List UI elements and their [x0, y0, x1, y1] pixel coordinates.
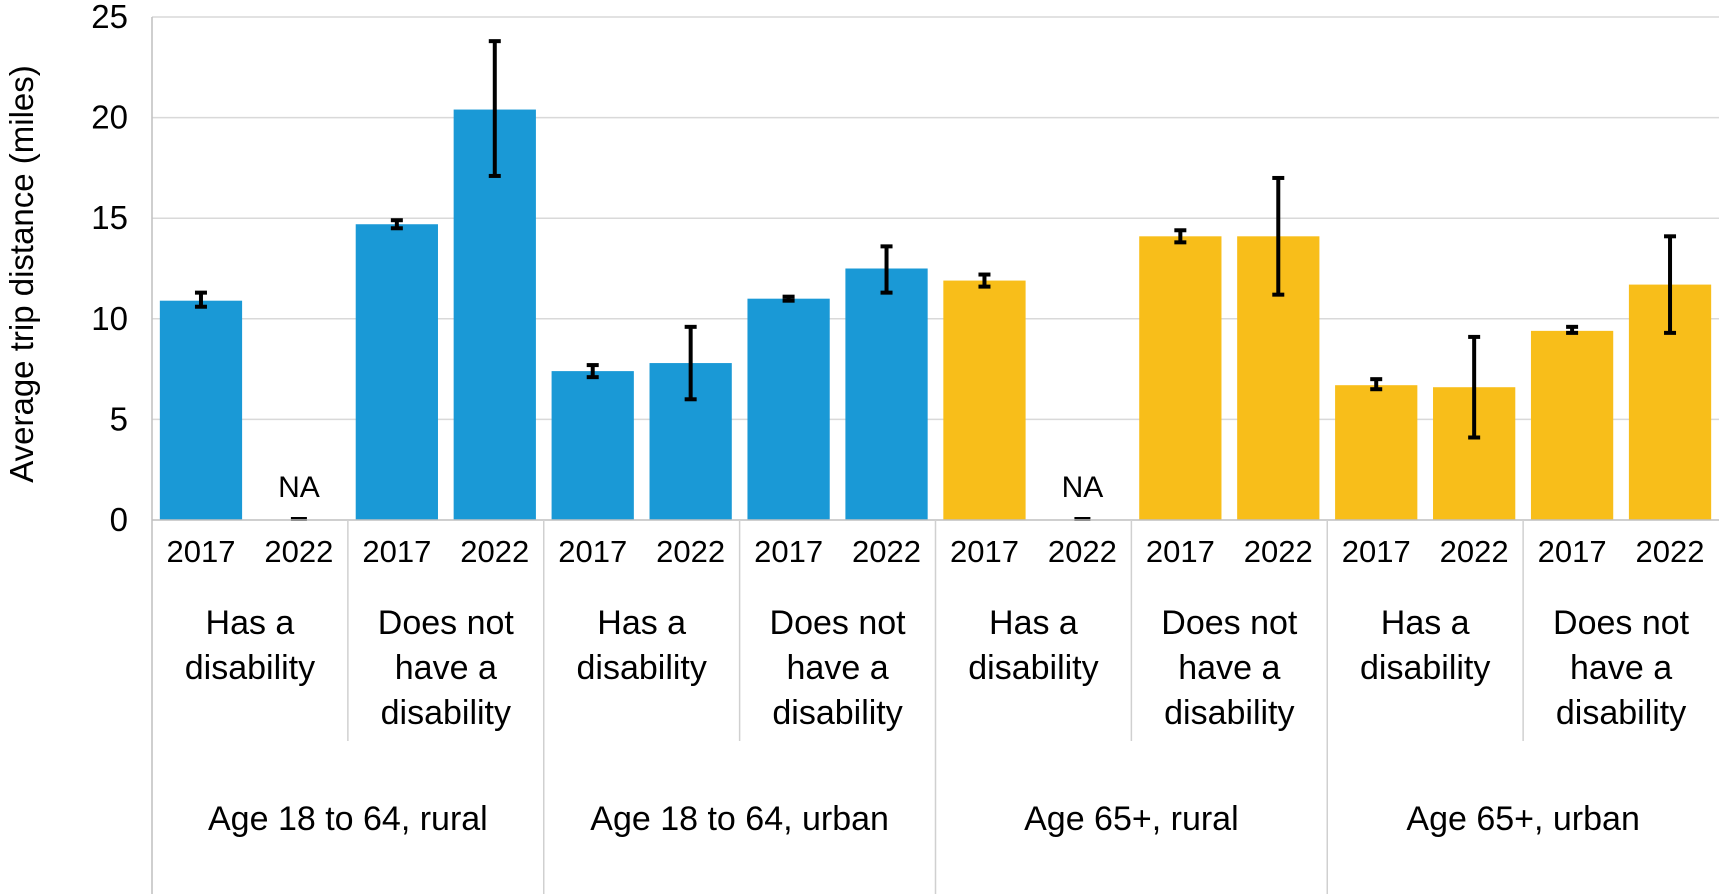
- na-label: NA: [1062, 471, 1104, 504]
- bar: [453, 109, 536, 520]
- group-label: Age 18 to 64, urban: [590, 800, 889, 838]
- subgroup-label: disability: [772, 694, 902, 732]
- subgroup-label: disability: [968, 649, 1098, 687]
- x-tick-year: 2017: [754, 534, 823, 569]
- subgroup-label: Does not: [378, 604, 515, 642]
- category-labels: 2017 NA 2022 Has a disability 2017 2022 Does no…: [166, 471, 1704, 838]
- bar: [747, 298, 830, 520]
- y-tick-label: 10: [91, 300, 128, 337]
- na-label: NA: [278, 471, 320, 504]
- subgroup-label: Does not: [1553, 604, 1690, 642]
- subgroup-label: Does not: [770, 604, 907, 642]
- bars: [159, 109, 1712, 521]
- subgroup-label: disability: [1164, 694, 1294, 732]
- subgroup-label: disability: [576, 649, 706, 687]
- x-tick-year: 2022: [656, 534, 725, 569]
- bar: [1139, 236, 1222, 521]
- subgroup-label: have a: [395, 649, 497, 687]
- y-tick-label: 25: [91, 0, 128, 35]
- x-tick-year: 2022: [264, 534, 333, 569]
- bar: [943, 280, 1026, 520]
- group-label: Age 18 to 64, rural: [208, 800, 488, 838]
- x-tick-year: 2017: [1342, 534, 1411, 569]
- x-tick-year: 2022: [1244, 534, 1313, 569]
- subgroup-label: Has a: [597, 604, 686, 642]
- bar: [551, 371, 634, 520]
- x-tick-year: 2017: [558, 534, 627, 569]
- y-tick-label: 5: [110, 400, 128, 437]
- subgroup-label: disability: [185, 649, 315, 687]
- y-axis-title: Average trip distance (miles): [3, 65, 40, 483]
- x-tick-year: 2022: [852, 534, 921, 569]
- subgroup-label: Has a: [989, 604, 1078, 642]
- subgroup-label: disability: [1556, 694, 1686, 732]
- x-tick-year: 2022: [460, 534, 529, 569]
- bar: [159, 300, 243, 520]
- x-tick-year: 2022: [1048, 534, 1117, 569]
- x-tick-year: 2017: [950, 534, 1019, 569]
- bar: [355, 224, 438, 520]
- bar: [1530, 330, 1614, 520]
- subgroup-label: have a: [787, 649, 889, 687]
- subgroup-label: disability: [381, 694, 511, 732]
- group-label: Age 65+, rural: [1024, 800, 1239, 838]
- bar: [1335, 385, 1418, 520]
- axes: 0 5 10 15 20 25: [91, 0, 1719, 894]
- subgroup-label: Does not: [1161, 604, 1298, 642]
- bar: [845, 268, 928, 520]
- subgroup-label: have a: [1570, 649, 1672, 687]
- y-tick-label: 0: [110, 501, 128, 538]
- x-tick-year: 2017: [166, 534, 235, 569]
- subgroup-label: disability: [1360, 649, 1490, 687]
- x-tick-year: 2017: [1538, 534, 1607, 569]
- error-bars: [194, 39, 1677, 440]
- subgroup-label: have a: [1178, 649, 1280, 687]
- x-tick-year: 2017: [1146, 534, 1215, 569]
- x-tick-year: 2022: [1636, 534, 1705, 569]
- y-tick-label: 20: [91, 99, 128, 136]
- subgroup-label: Has a: [1381, 604, 1470, 642]
- x-tick-year: 2017: [362, 534, 431, 569]
- y-tick-label: 15: [91, 199, 128, 236]
- subgroup-label: Has a: [206, 604, 295, 642]
- group-label: Age 65+, urban: [1406, 800, 1639, 838]
- x-tick-year: 2022: [1440, 534, 1509, 569]
